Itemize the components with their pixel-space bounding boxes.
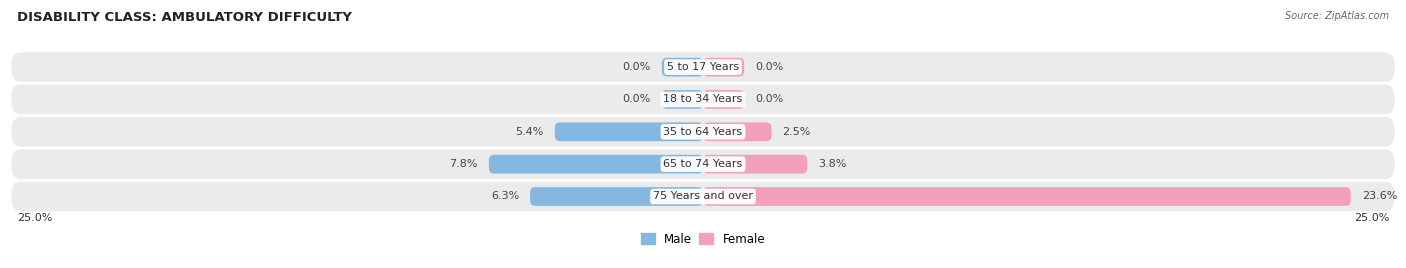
Text: 25.0%: 25.0%	[1354, 213, 1389, 223]
Text: Source: ZipAtlas.com: Source: ZipAtlas.com	[1285, 11, 1389, 21]
FancyBboxPatch shape	[703, 122, 772, 141]
Text: 0.0%: 0.0%	[755, 94, 783, 105]
FancyBboxPatch shape	[703, 187, 1351, 206]
FancyBboxPatch shape	[11, 149, 1395, 179]
Text: 2.5%: 2.5%	[783, 127, 811, 137]
Text: 0.0%: 0.0%	[755, 62, 783, 72]
Text: 75 Years and over: 75 Years and over	[652, 191, 754, 202]
FancyBboxPatch shape	[11, 85, 1395, 114]
FancyBboxPatch shape	[662, 58, 703, 76]
Text: 5 to 17 Years: 5 to 17 Years	[666, 62, 740, 72]
Text: DISABILITY CLASS: AMBULATORY DIFFICULTY: DISABILITY CLASS: AMBULATORY DIFFICULTY	[17, 11, 352, 24]
FancyBboxPatch shape	[555, 122, 703, 141]
Text: 0.0%: 0.0%	[623, 94, 651, 105]
Text: 25.0%: 25.0%	[17, 213, 52, 223]
Text: 23.6%: 23.6%	[1361, 191, 1398, 202]
FancyBboxPatch shape	[11, 52, 1395, 82]
FancyBboxPatch shape	[703, 155, 807, 173]
Text: 0.0%: 0.0%	[623, 62, 651, 72]
Text: 7.8%: 7.8%	[450, 159, 478, 169]
FancyBboxPatch shape	[662, 90, 703, 109]
Text: 6.3%: 6.3%	[491, 191, 519, 202]
FancyBboxPatch shape	[11, 117, 1395, 147]
Text: 35 to 64 Years: 35 to 64 Years	[664, 127, 742, 137]
FancyBboxPatch shape	[703, 58, 744, 76]
Text: 3.8%: 3.8%	[818, 159, 846, 169]
FancyBboxPatch shape	[11, 182, 1395, 211]
FancyBboxPatch shape	[530, 187, 703, 206]
Legend: Male, Female: Male, Female	[641, 233, 765, 246]
Text: 5.4%: 5.4%	[516, 127, 544, 137]
FancyBboxPatch shape	[489, 155, 703, 173]
Text: 18 to 34 Years: 18 to 34 Years	[664, 94, 742, 105]
FancyBboxPatch shape	[703, 90, 744, 109]
Text: 65 to 74 Years: 65 to 74 Years	[664, 159, 742, 169]
